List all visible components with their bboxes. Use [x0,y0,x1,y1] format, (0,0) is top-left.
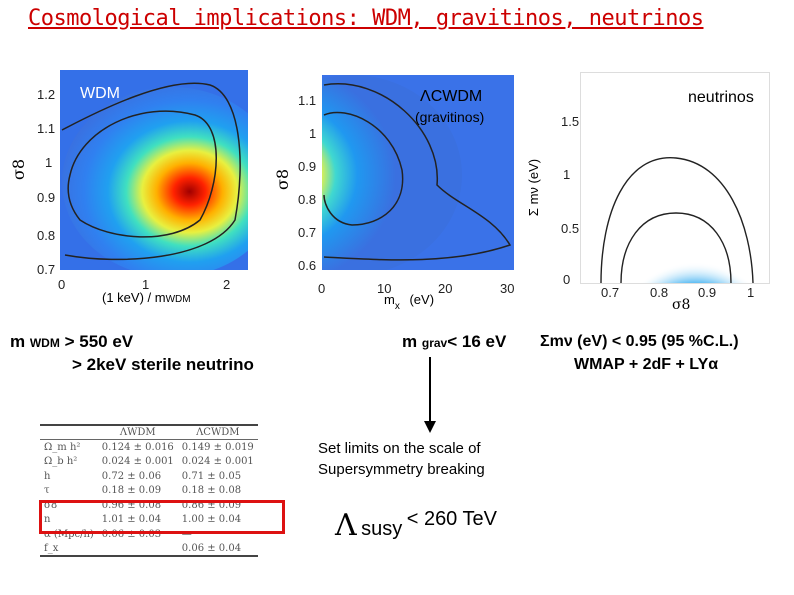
table-cell: 0.86 ± 0.09 [181,499,242,511]
table-cell: 0.96 ± 0.08 [101,499,162,511]
table-cell: Ω_b h² [44,455,78,467]
table-cell: τ [44,485,50,497]
nu-heatmap [580,72,770,284]
wdm-y-tick: 0.7 [37,262,56,277]
table-cell: 0.124 ± 0.016 [101,441,174,453]
cwdm-y-tick: 0.6 [298,258,317,273]
wdm-x-axis-label: (1 keV) / mWDM [102,290,191,305]
wdm-x-tick: 2 [223,277,231,292]
cwdm-heatmap [322,75,514,270]
wdm-x-tick: 0 [58,277,66,292]
nu-x-tick: 0.8 [650,285,669,300]
table-cell: 0.71 ± 0.05 [181,470,242,482]
table-cell [97,541,178,558]
wdm-contour-inner [67,110,217,238]
gravitino-mass-limit: m grav< 16 eV [402,332,507,351]
neutrino-data-sources: WMAP + 2dF + LYα [574,356,719,373]
wdm-contour-outer [61,82,241,261]
cwdm-x-tick: 30 [500,281,515,296]
table-row: f_x 0.06 ± 0.04 [40,541,258,558]
highlight-box [39,500,285,534]
nu-x-tick: 1 [747,285,755,300]
parameter-table: ΛWDM ΛCWDM Ω_m h² 0.124 ± 0.016 0.149 ± 0.… [40,424,258,558]
table-cell: σ8 [44,499,58,511]
nu-heatmap-svg [591,157,769,283]
nu-plot-label: neutrinos [688,89,754,106]
wdm-y-tick: 1.2 [37,87,56,102]
table-row: h 0.72 ± 0.06 0.71 ± 0.05 [40,469,258,484]
cwdm-x-tick: 0 [318,281,326,296]
nu-contour-inner [620,212,732,283]
wdm-y-axis-label: σ8 [9,158,29,181]
table-row: α (Mpc/h) 0.06 ± 0.03 — [40,527,258,542]
neutrino-mass-limit: Σmν (eV) < 0.95 (95 %C.L.) [540,333,739,350]
table-row: n 1.01 ± 0.04 1.00 ± 0.04 [40,513,258,528]
table-cell: 1.00 ± 0.04 [181,514,242,526]
table-cell: 0.024 ± 0.001 [101,455,174,467]
cwdm-plot-sublabel: (gravitinos) [415,109,485,125]
table-cell: 0.18 ± 0.09 [101,485,162,497]
cwdm-y-tick: 0.8 [298,192,317,207]
wdm-y-tick: 1 [45,155,53,170]
table-cell: n [44,514,51,526]
nu-y-axis-label: Σ mν (eV) [526,158,542,217]
wdm-x-tick: 1 [142,277,150,292]
cwdm-heatmap-svg [322,75,514,270]
down-arrow-icon [424,357,436,433]
table-cell: α (Mpc/h) [44,528,94,540]
cwdm-x-tick: 20 [438,281,453,296]
susy-note-line1: Set limits on the scale of [318,440,481,457]
table-header-row: ΛWDM ΛCWDM [40,424,258,441]
susy-scale-limit: Λ susy < 260 TeV [335,508,497,543]
nu-contour-outer [600,157,754,283]
table-cell: 0.06 ± 0.03 [101,528,162,540]
table-row: τ 0.18 ± 0.09 0.18 ± 0.08 [40,483,258,498]
table-cell: 0.06 ± 0.04 [177,541,258,558]
table-header: ΛWDM [97,424,178,441]
table-header: ΛCWDM [177,424,258,441]
wdm-heatmap-svg [60,70,248,270]
cwdm-y-axis-label: σ8 [273,168,293,191]
wdm-y-tick: 0.9 [37,190,56,205]
nu-y-tick: 1 [563,167,571,182]
table-row: Ω_b h² 0.024 ± 0.001 0.024 ± 0.001 [40,454,258,469]
susy-note-line2: Supersymmetry breaking [318,461,485,478]
cwdm-x-tick: 10 [377,281,392,296]
table-cell: — [181,528,192,540]
cwdm-y-tick: 1.1 [298,93,317,108]
cwdm-y-tick: 0.7 [298,225,317,240]
nu-x-tick: 0.9 [698,285,717,300]
wdm-y-tick: 0.8 [37,228,56,243]
wdm-plot-label: WDM [80,85,120,102]
table-row: Ω_m h² 0.124 ± 0.016 0.149 ± 0.019 [40,440,258,455]
nu-y-tick: 0.5 [561,221,580,236]
nu-y-tick: 0 [563,272,571,287]
cwdm-contour-inner [323,111,404,226]
table-cell: 0.18 ± 0.08 [181,485,242,497]
sterile-neutrino-limit: > 2keV sterile neutrino [72,355,254,374]
table-cell: h [44,470,51,482]
cwdm-plot-label: ΛCWDM [420,88,483,105]
wdm-heatmap [60,70,248,270]
table-cell: 0.72 ± 0.06 [101,470,162,482]
table-cell: f_x [40,541,98,558]
cwdm-x-axis-label: mx (eV) [384,292,435,312]
cwdm-contour-outer [323,83,512,261]
nu-y-tick: 1.5 [561,114,580,129]
table-header [40,424,98,441]
wdm-mass-limit: m WDM > 550 eV [10,332,134,351]
nu-x-tick: 0.7 [601,285,620,300]
nu-x-axis-label: σ8 [672,297,691,313]
table-cell: 0.024 ± 0.001 [181,455,254,467]
table-cell: 1.01 ± 0.04 [101,514,162,526]
wdm-y-tick: 1.1 [37,121,56,136]
table-row: σ8 0.96 ± 0.08 0.86 ± 0.09 [40,498,258,513]
slide-title: Cosmological implications: WDM, gravitin… [28,6,704,31]
table-cell: 0.149 ± 0.019 [181,441,254,453]
cwdm-y-tick: 1 [309,126,317,141]
table-cell: Ω_m h² [44,441,81,453]
cwdm-y-tick: 0.9 [298,159,317,174]
